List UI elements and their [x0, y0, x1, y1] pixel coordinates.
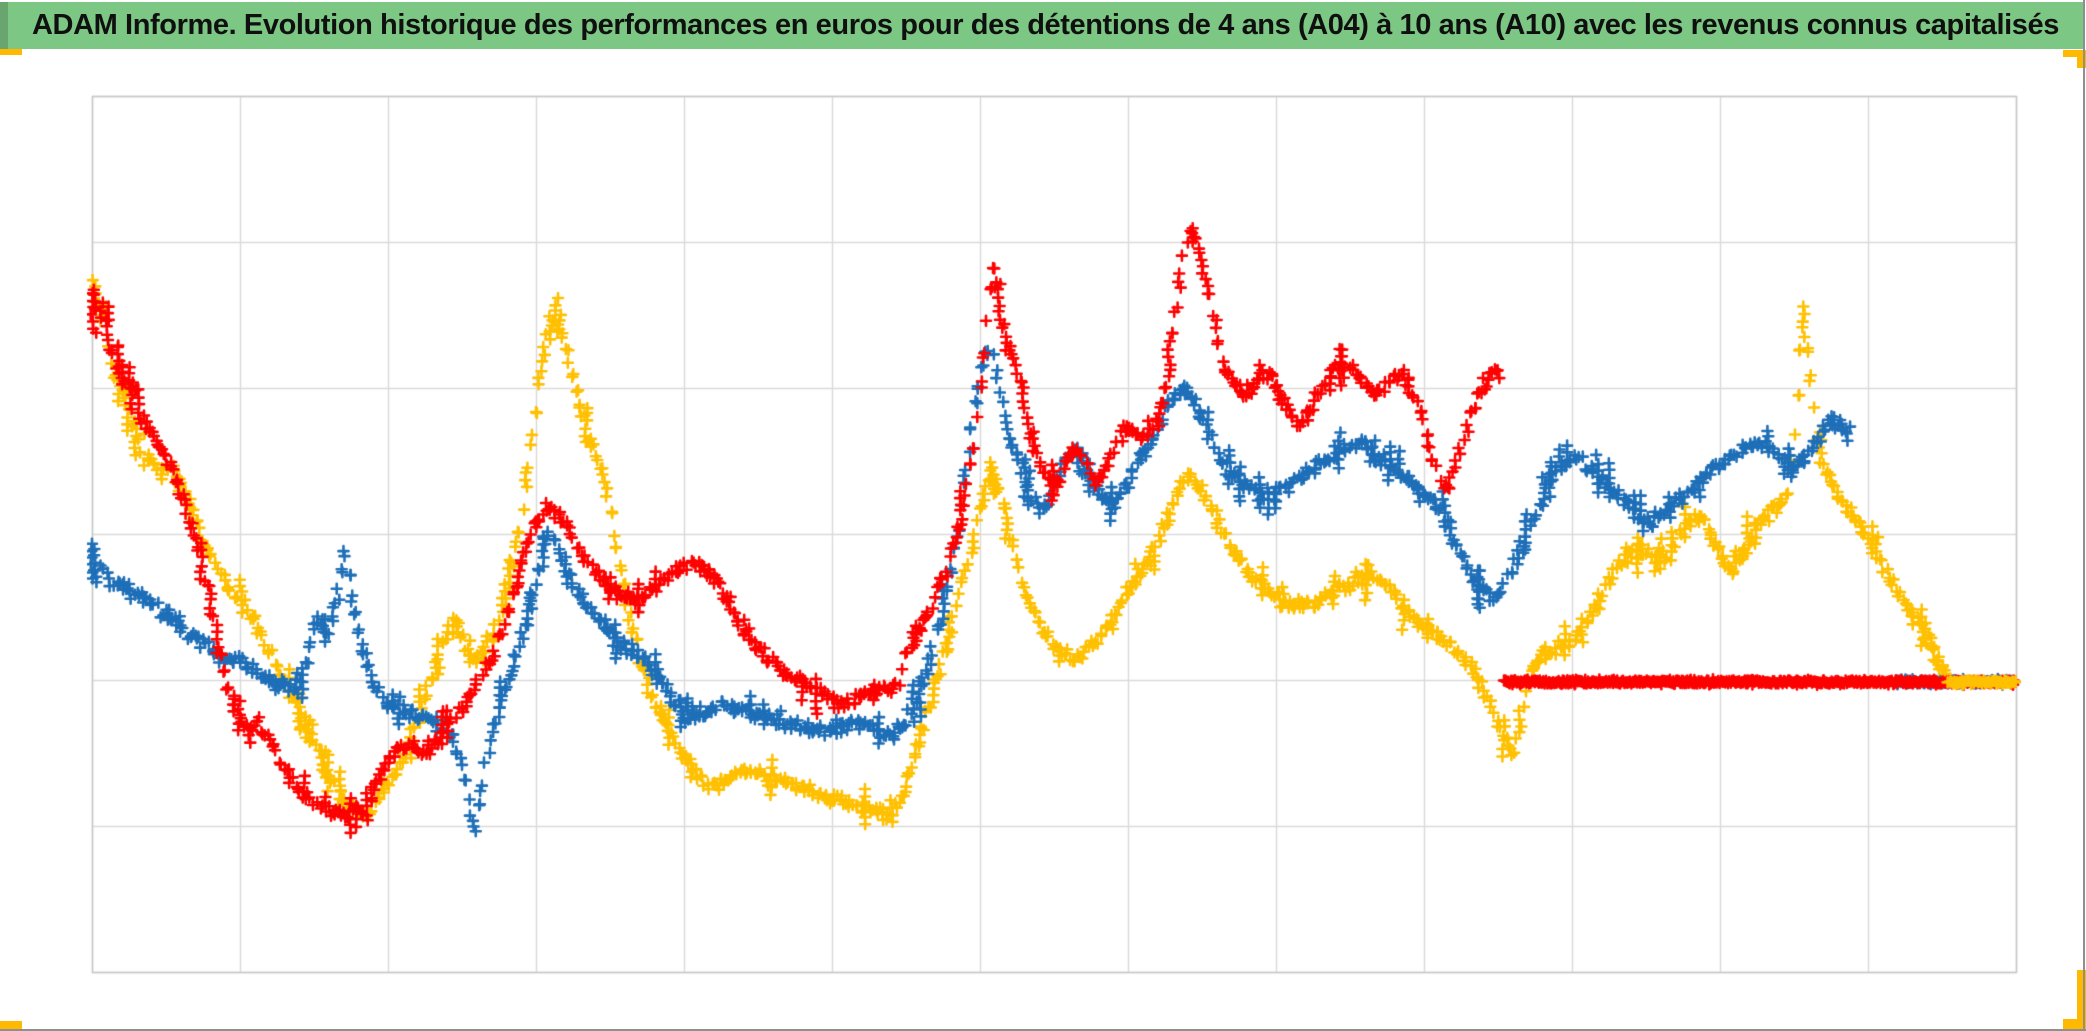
title-banner[interactable]: ADAM Informe. Evolution historique des p…	[0, 2, 2083, 49]
window-edge-right	[2083, 0, 2085, 1031]
page-title: ADAM Informe. Evolution historique des p…	[32, 9, 2059, 41]
selection-handle-top-right-stub	[2077, 50, 2086, 68]
selection-handle-top-left	[0, 49, 22, 55]
selection-handle-top-right	[2063, 50, 2086, 57]
selection-handle-bottom-right	[2063, 1019, 2086, 1030]
selection-handle-bottom-left	[0, 1021, 22, 1030]
selection-handle-bottom-right-stub	[2077, 970, 2086, 1030]
window-edge-bottom	[0, 1029, 2086, 1031]
